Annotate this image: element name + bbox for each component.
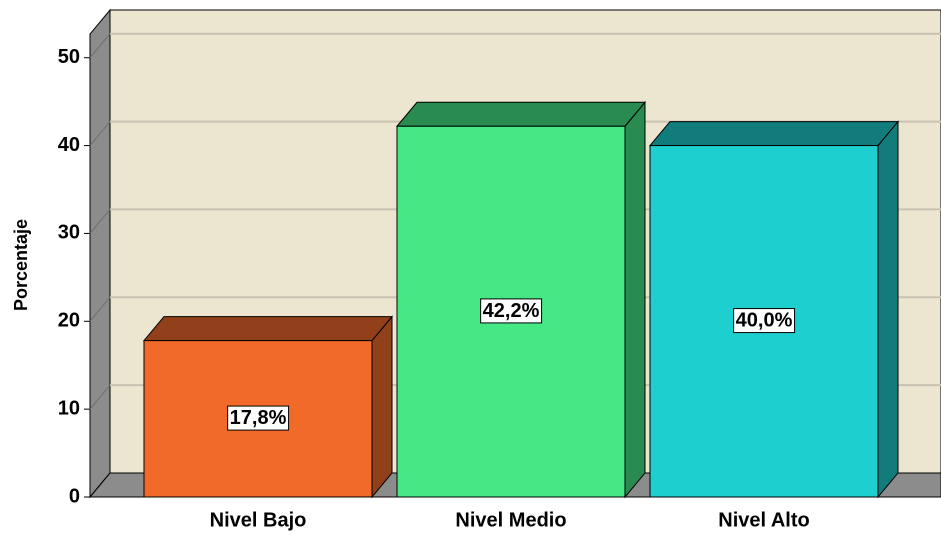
value-label: 42,2%	[483, 300, 540, 322]
y-axis-label: Porcentaje	[11, 219, 31, 311]
grid-line	[89, 33, 111, 59]
y-tick-label: 30	[58, 222, 80, 244]
x-tick-label: Nivel Bajo	[210, 509, 307, 531]
bar-side	[624, 100, 646, 499]
bar-top	[648, 121, 900, 147]
value-label: 17,8%	[230, 407, 287, 429]
value-label-box	[480, 298, 543, 324]
y-tick-label: 20	[58, 310, 80, 332]
value-label-box	[227, 405, 290, 431]
grid-line	[89, 121, 111, 146]
y-tick-label: 0	[69, 485, 80, 507]
grid-line	[89, 296, 111, 322]
side-wall	[89, 8, 111, 499]
grid-line	[89, 384, 111, 410]
grid-line	[89, 209, 111, 234]
bar-top	[142, 316, 394, 342]
value-label-box	[733, 308, 796, 334]
bar-top	[395, 101, 647, 127]
x-tick-label: Nivel Alto	[718, 509, 810, 531]
y-tick-label: 40	[58, 134, 80, 156]
y-tick-label: 10	[58, 397, 80, 419]
bar-side	[371, 315, 393, 499]
y-tick-label: 50	[58, 46, 80, 68]
x-tick-label: Nivel Medio	[455, 509, 566, 531]
value-label: 40,0%	[736, 310, 793, 332]
bar-side	[877, 120, 899, 499]
